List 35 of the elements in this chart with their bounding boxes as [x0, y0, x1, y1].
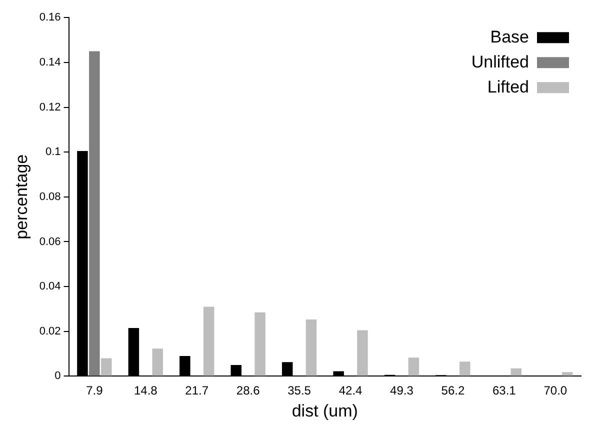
- x-tick-label: 14.8: [134, 384, 158, 398]
- y-tick-label: 0.04: [39, 280, 61, 293]
- x-tick-label: 70.0: [544, 384, 568, 398]
- bar: [100, 358, 112, 376]
- bar: [89, 51, 100, 376]
- x-tick-label: 63.1: [492, 384, 516, 398]
- bar: [408, 358, 420, 376]
- x-tick-label: 56.2: [441, 384, 465, 398]
- bar: [357, 330, 368, 376]
- legend-label: Base: [490, 27, 529, 46]
- x-tick-label: 49.3: [390, 384, 414, 398]
- x-tick-label: 7.9: [86, 384, 104, 398]
- y-axis-title: percentage: [12, 154, 31, 240]
- x-tick-label: 42.4: [338, 384, 363, 398]
- y-tick-label: 0.08: [39, 190, 61, 203]
- bar: [306, 319, 317, 376]
- bar: [152, 348, 163, 376]
- y-tick-label: 0.16: [39, 12, 61, 24]
- y-tick-label: 0.1: [46, 146, 61, 158]
- bar: [460, 362, 470, 376]
- y-tick-label: 0: [54, 370, 61, 382]
- legend-label: Unlifted: [471, 52, 529, 72]
- bar: [562, 372, 573, 376]
- bar: [254, 312, 266, 376]
- y-tick-label: 0.14: [39, 56, 61, 68]
- y-tick-label: 0.06: [39, 236, 61, 248]
- bar: [203, 306, 214, 376]
- legend-label: Lifted: [487, 77, 529, 96]
- y-tick-label: 0.02: [39, 325, 61, 338]
- x-tick-label: 35.5: [288, 384, 312, 398]
- x-axis-title: dist (um): [292, 401, 358, 420]
- bar: [510, 368, 522, 376]
- y-tick-label: 0.12: [39, 101, 61, 114]
- x-tick-label: 28.6: [236, 384, 260, 398]
- x-tick-label: 21.7: [185, 384, 209, 398]
